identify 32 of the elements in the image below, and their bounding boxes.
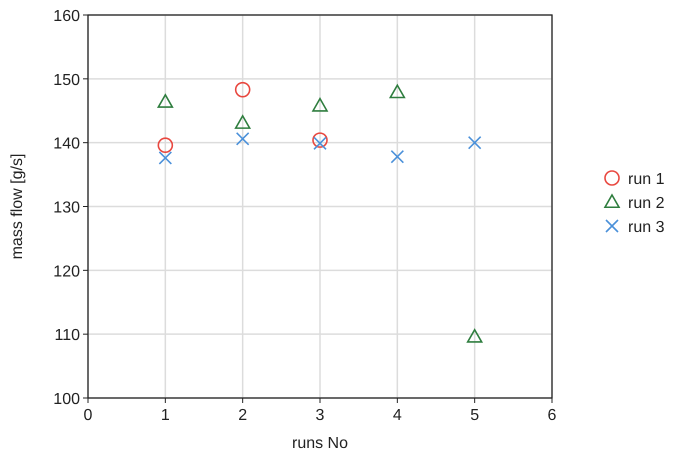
x-tick-label: 0: [84, 407, 93, 424]
y-axis-title: mass flow [g/s]: [9, 154, 26, 260]
point: [313, 136, 327, 150]
point: [468, 136, 482, 150]
point: [236, 132, 250, 146]
x-tick-label: 1: [160, 407, 170, 424]
legend-label: run 2: [628, 195, 665, 212]
x-tick-label: 4: [392, 407, 402, 424]
x-tick-label: 6: [548, 407, 557, 424]
y-tick-label: 120: [53, 263, 80, 280]
y-tick-label: 110: [54, 327, 80, 344]
y-tick-label: 150: [53, 72, 80, 89]
legend-label: run 1: [628, 171, 665, 188]
y-tick-label: 160: [53, 8, 80, 25]
point: [390, 150, 404, 164]
point: [390, 84, 406, 98]
point: [158, 151, 172, 165]
point: [312, 132, 328, 148]
point: [312, 98, 328, 112]
x-tick-label: 2: [238, 407, 248, 424]
legend-label: run 3: [628, 219, 665, 236]
point: [158, 137, 174, 154]
point: [158, 94, 174, 108]
point: [466, 328, 482, 343]
y-tick-label: 100: [53, 391, 80, 408]
point: [234, 82, 250, 98]
x-tick-label: 5: [470, 407, 480, 424]
x-tick-label: 3: [316, 407, 325, 424]
y-tick-label: 140: [53, 136, 80, 153]
point: [234, 115, 250, 129]
y-tick-label: 130: [53, 200, 80, 216]
x-axis-title: runs No: [292, 435, 348, 452]
